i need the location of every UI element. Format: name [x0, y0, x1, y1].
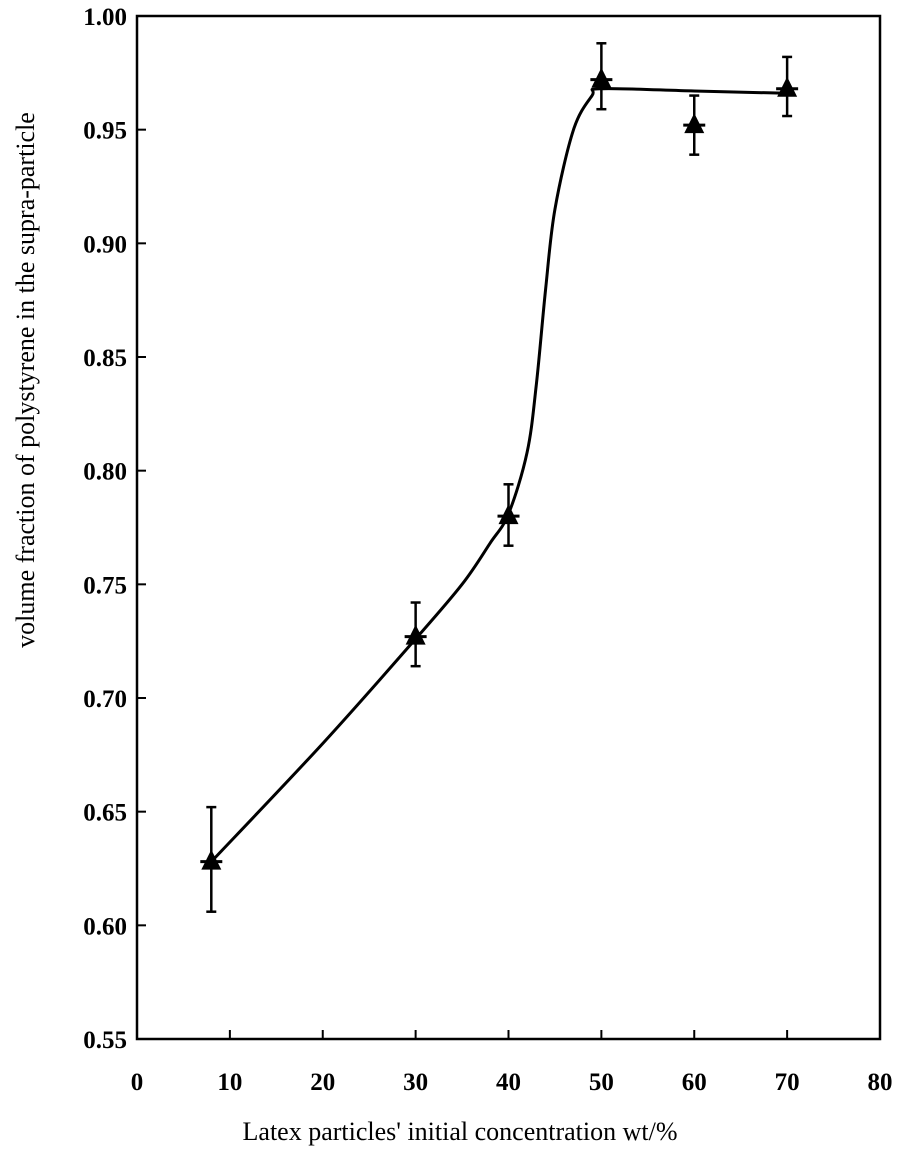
x-tick-label: 20: [310, 1069, 335, 1096]
x-tick-label: 60: [682, 1069, 707, 1096]
triangle-marker: [591, 67, 612, 88]
x-tick-label: 40: [496, 1069, 521, 1096]
triangle-marker: [405, 624, 426, 645]
y-tick-label: 0.90: [83, 231, 127, 258]
data-point: [404, 601, 427, 668]
y-tick-label: 0.70: [83, 686, 127, 713]
y-axis: 0.55 0.60 0.65 0.70 0.75 0.80 0.85 0.90 0.95 1.00: [83, 4, 146, 1054]
data-point: [776, 55, 799, 118]
y-tick-label: 1.00: [83, 4, 127, 31]
triangle-marker: [498, 504, 519, 525]
y-tick-label: 0.75: [83, 572, 127, 599]
x-tick-label: 30: [403, 1069, 428, 1096]
x-tick-label: 80: [868, 1069, 893, 1096]
y-tick-label: 0.60: [83, 913, 127, 940]
data-point: [497, 483, 520, 547]
x-tick-label: 70: [775, 1069, 800, 1096]
y-tick-label: 0.85: [83, 345, 127, 372]
y-tick-label: 0.55: [83, 1027, 127, 1054]
triangle-marker: [777, 76, 798, 97]
triangle-marker: [684, 113, 705, 134]
data-point: [683, 94, 706, 156]
x-axis-title: Latex particles' initial concentration w…: [243, 1117, 678, 1146]
y-tick-label: 0.80: [83, 459, 127, 486]
x-tick-label: 0: [131, 1069, 144, 1096]
data-series: [200, 42, 799, 913]
data-point: [200, 805, 223, 913]
data-point: [590, 42, 613, 111]
x-tick-label: 10: [217, 1069, 242, 1096]
y-tick-label: 0.95: [83, 118, 127, 145]
x-axis: 0 10 20 30 40 50 60 70 80: [131, 1030, 893, 1096]
y-axis-title: volume fraction of polystyrene in the su…: [11, 112, 40, 648]
y-tick-label: 0.65: [83, 800, 127, 827]
triangle-marker: [201, 849, 222, 870]
x-tick-label: 50: [589, 1069, 614, 1096]
trend-curve: [210, 87, 788, 863]
